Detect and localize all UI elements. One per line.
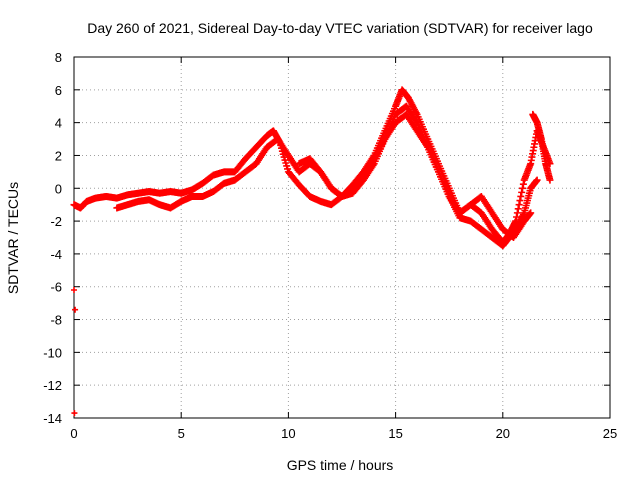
y-tick-label: 0 bbox=[55, 181, 62, 196]
data-point bbox=[513, 213, 521, 221]
data-point bbox=[71, 287, 77, 294]
x-tick-label: 0 bbox=[70, 426, 77, 441]
y-tick-label: 2 bbox=[55, 148, 62, 163]
y-tick-label: -8 bbox=[50, 313, 62, 328]
x-tick-label: 25 bbox=[603, 426, 617, 441]
x-tick-label: 15 bbox=[388, 426, 402, 441]
data-point bbox=[515, 201, 523, 209]
x-tick-label: 5 bbox=[178, 426, 185, 441]
data-point bbox=[72, 306, 79, 313]
chart-title: Day 260 of 2021, Sidereal Day-to-day VTE… bbox=[87, 20, 593, 36]
data-point bbox=[517, 192, 525, 200]
data-point bbox=[514, 205, 522, 213]
y-tick-label: -4 bbox=[50, 247, 62, 262]
data-point bbox=[513, 209, 521, 217]
y-tick-label: -14 bbox=[43, 411, 62, 426]
plot-frame bbox=[73, 56, 611, 419]
x-tick-label: 20 bbox=[496, 426, 510, 441]
grid bbox=[74, 57, 610, 418]
data-points bbox=[70, 86, 554, 417]
y-tick-label: 6 bbox=[55, 83, 62, 98]
data-point bbox=[533, 176, 541, 184]
x-axis-label: GPS time / hours bbox=[287, 457, 394, 473]
data-point bbox=[71, 410, 78, 417]
y-tick-label: 8 bbox=[55, 50, 62, 65]
x-tick-label: 10 bbox=[281, 426, 295, 441]
data-point bbox=[546, 176, 554, 184]
y-tick-label: -10 bbox=[43, 345, 62, 360]
y-axis-label: SDTVAR / TECUs bbox=[5, 182, 21, 294]
y-tick-label: -12 bbox=[43, 378, 62, 393]
data-point bbox=[527, 209, 535, 217]
x-axis: 0 5 10 15 20 25 bbox=[70, 57, 617, 441]
y-tick-label: 4 bbox=[55, 116, 62, 131]
y-tick-label: -2 bbox=[50, 214, 62, 229]
data-point bbox=[519, 184, 527, 192]
data-point bbox=[519, 180, 527, 188]
y-axis: -14 -12 -10 -8 -6 -4 -2 0 2 4 6 8 bbox=[43, 50, 610, 426]
data-point bbox=[518, 188, 526, 196]
data-point bbox=[516, 197, 524, 205]
y-tick-label: -6 bbox=[50, 280, 62, 295]
